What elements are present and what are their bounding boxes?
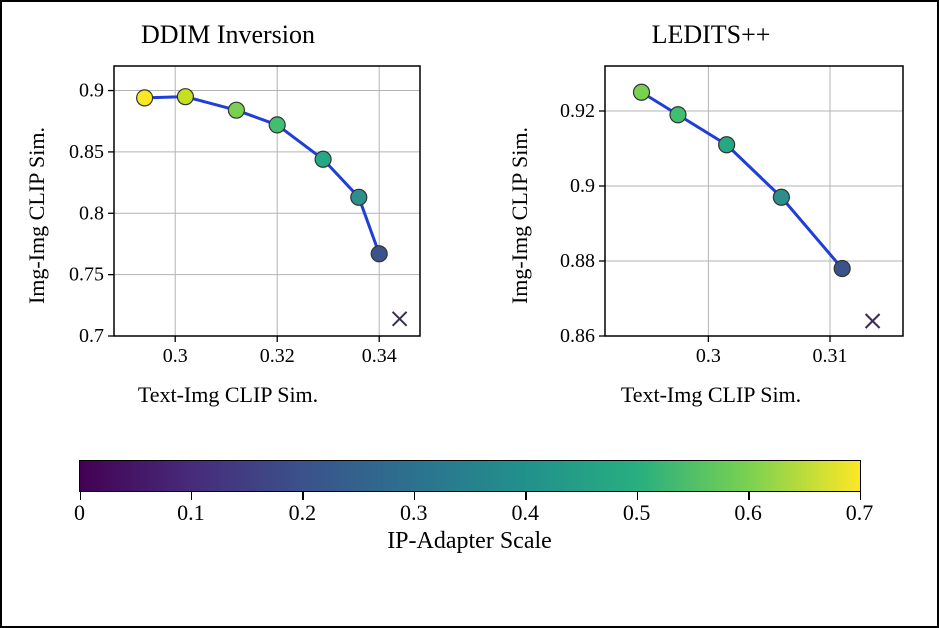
svg-text:0.7: 0.7 [79, 325, 104, 347]
colorbar-ticklabel: 0.5 [623, 500, 651, 526]
panel-ddim-ylabel: Img-Img CLIP Sim. [24, 127, 50, 304]
svg-text:0.9: 0.9 [79, 80, 104, 102]
panel-ddim-xlabel: Text-Img CLIP Sim. [138, 382, 318, 408]
figure-frame: DDIM Inversion Img-Img CLIP Sim. 0.3 0.32… [0, 0, 939, 628]
svg-text:0.3: 0.3 [696, 345, 721, 367]
colorbar-tick [80, 492, 82, 500]
colorbar-tick [414, 492, 416, 500]
colorbar-tick [748, 492, 750, 500]
panel-ledits: LEDITS++ Img-Img CLIP Sim. 0.30.310.860.… [507, 20, 915, 440]
svg-text:0.8: 0.8 [79, 202, 104, 224]
panel-ddim-plotrow: Img-Img CLIP Sim. 0.30.320.340.70.750.80… [24, 56, 432, 376]
colorbar-ticklabel: 0.2 [289, 500, 317, 526]
panel-ledits-ylabel: Img-Img CLIP Sim. [507, 127, 533, 304]
colorbar-tick [191, 492, 193, 500]
colorbar-ticklabel: 0.3 [400, 500, 428, 526]
panel-ledits-svg: 0.3 0.31 0.86 0.88 0.9 0.92 [535, 56, 915, 376]
svg-text:0.75: 0.75 [69, 264, 104, 286]
svg-text:0.9: 0.9 [570, 175, 595, 197]
panel-ddim-svg: 0.3 0.32 0.34 0.7 0.75 0.8 0.85 0.9 [52, 56, 432, 376]
colorbar-ticks: 00.10.20.30.40.50.60.7 [80, 492, 860, 524]
panel-ledits-title: LEDITS++ [652, 20, 771, 50]
svg-text:0.85: 0.85 [69, 141, 104, 163]
colorbar-tick [860, 492, 862, 500]
svg-text:0.31: 0.31 [813, 345, 848, 367]
svg-text:0.88: 0.88 [560, 250, 595, 272]
panel-ddim-title: DDIM Inversion [141, 20, 315, 50]
panels-row: DDIM Inversion Img-Img CLIP Sim. 0.3 0.32… [24, 20, 915, 440]
panel-ledits-xlabel: Text-Img CLIP Sim. [621, 382, 801, 408]
svg-text:0.34: 0.34 [362, 345, 397, 367]
colorbar-ticklabel: 0.4 [511, 500, 539, 526]
colorbar-ticklabel: 0.6 [734, 500, 762, 526]
colorbar-tick [302, 492, 304, 500]
colorbar-tick [525, 492, 527, 500]
svg-text:0.32: 0.32 [260, 345, 295, 367]
panel-ledits-plotrow: Img-Img CLIP Sim. 0.3 0.31 0.86 0.88 0.9 0.92 [507, 56, 915, 376]
colorbar-area: 0 0.1 0.2 0.3 0.4 0.5 0.6 0.7 IP-Adapter Scale [24, 460, 915, 555]
colorbar-ticklabel: 0.7 [846, 500, 874, 526]
colorbar-label: IP-Adapter Scale [387, 528, 552, 555]
svg-text:0.92: 0.92 [560, 100, 595, 122]
panel-ddim: DDIM Inversion Img-Img CLIP Sim. 0.3 0.32… [24, 20, 432, 440]
colorbar-gradient [80, 461, 860, 491]
svg-text:0.86: 0.86 [560, 325, 595, 347]
colorbar-ticklabel: 0 [74, 500, 85, 526]
colorbar-box [79, 460, 861, 492]
colorbar-ticklabel: 0.1 [177, 500, 205, 526]
svg-text:0.3: 0.3 [163, 345, 188, 367]
colorbar-tick [637, 492, 639, 500]
